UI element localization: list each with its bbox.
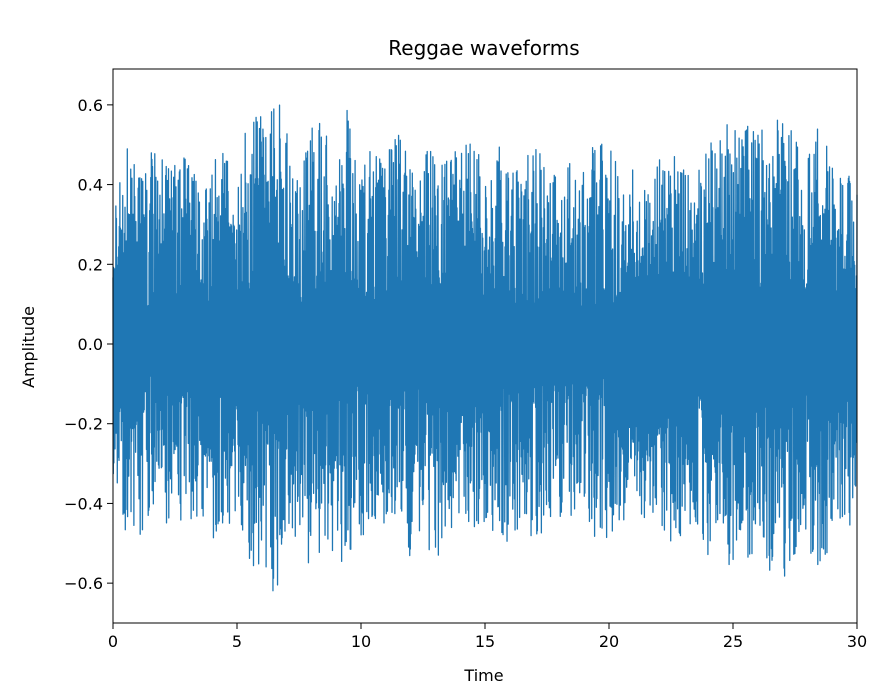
x-tick-label: 15 [475, 632, 495, 651]
x-tick-label: 25 [723, 632, 743, 651]
y-tick-label: −0.6 [64, 574, 103, 593]
chart-title: Reggae waveforms [388, 36, 579, 60]
plot-area [112, 104, 858, 592]
x-axis: 0 5 10 15 20 25 30 [108, 623, 867, 651]
x-tick-label: 30 [847, 632, 867, 651]
y-tick-label: 0.0 [78, 335, 103, 354]
y-tick-label: −0.2 [64, 415, 103, 434]
y-axis: −0.6 −0.4 −0.2 0.0 0.2 0.4 0.6 [64, 96, 113, 593]
y-tick-label: −0.4 [64, 494, 103, 513]
axes-frame [112, 68, 858, 624]
y-tick-label: 0.6 [78, 96, 103, 115]
waveform-line [112, 104, 858, 592]
y-tick-label: 0.2 [78, 255, 103, 274]
y-tick-label: 0.4 [78, 176, 103, 195]
x-tick-label: 20 [599, 632, 619, 651]
x-tick-label: 0 [108, 632, 118, 651]
x-axis-label: Time [463, 666, 503, 685]
x-tick-label: 10 [351, 632, 371, 651]
x-tick-label: 5 [232, 632, 242, 651]
y-axis-label: Amplitude [19, 306, 38, 388]
